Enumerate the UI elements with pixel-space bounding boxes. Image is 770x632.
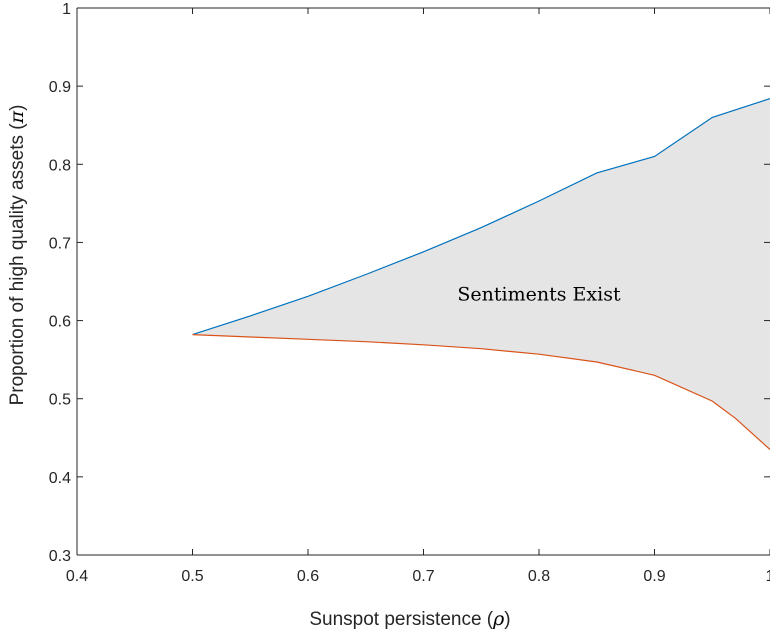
x-tick-label: 0.7 (412, 568, 434, 585)
x-axis: 0.4 0.5 0.6 0.7 0.8 0.9 1 (66, 8, 770, 585)
x-axis-label: Sunspot persistence (ρ) (309, 608, 510, 630)
x-tick-label: 0.6 (297, 568, 319, 585)
y-tick-label: 0.9 (49, 79, 71, 96)
y-axis-symbol: π (6, 110, 28, 124)
y-tick-label: 0.7 (49, 235, 71, 252)
plot-area (76, 7, 770, 556)
upper-boundary-line (192, 98, 770, 336)
x-tick-label: 1 (766, 568, 770, 585)
y-tick-label: 0.4 (49, 470, 71, 487)
region-fill (192, 98, 770, 450)
x-axis-symbol: ρ (492, 608, 505, 630)
region-label: Sentiments Exist (457, 283, 621, 305)
y-axis-label: Proportion of high quality assets (π) (6, 105, 28, 406)
lower-boundary-line (192, 334, 770, 450)
y-tick-label: 0.3 (49, 548, 71, 565)
y-axis-label-text: Proportion of high quality assets ( (7, 123, 28, 406)
y-tick-label: 0.6 (49, 314, 71, 331)
y-tick-label: 0.8 (49, 157, 71, 174)
x-axis-label-text: Sunspot persistence ( (309, 609, 493, 630)
x-tick-label: 0.8 (528, 568, 550, 585)
x-tick-label: 0.4 (66, 568, 88, 585)
x-tick-label: 0.9 (643, 568, 665, 585)
y-axis: 0.3 0.4 0.5 0.6 0.7 0.8 0.9 1 (49, 1, 770, 565)
y-tick-label: 0.5 (49, 392, 71, 409)
x-tick-label: 0.5 (181, 568, 203, 585)
y-tick-label: 1 (62, 1, 71, 18)
